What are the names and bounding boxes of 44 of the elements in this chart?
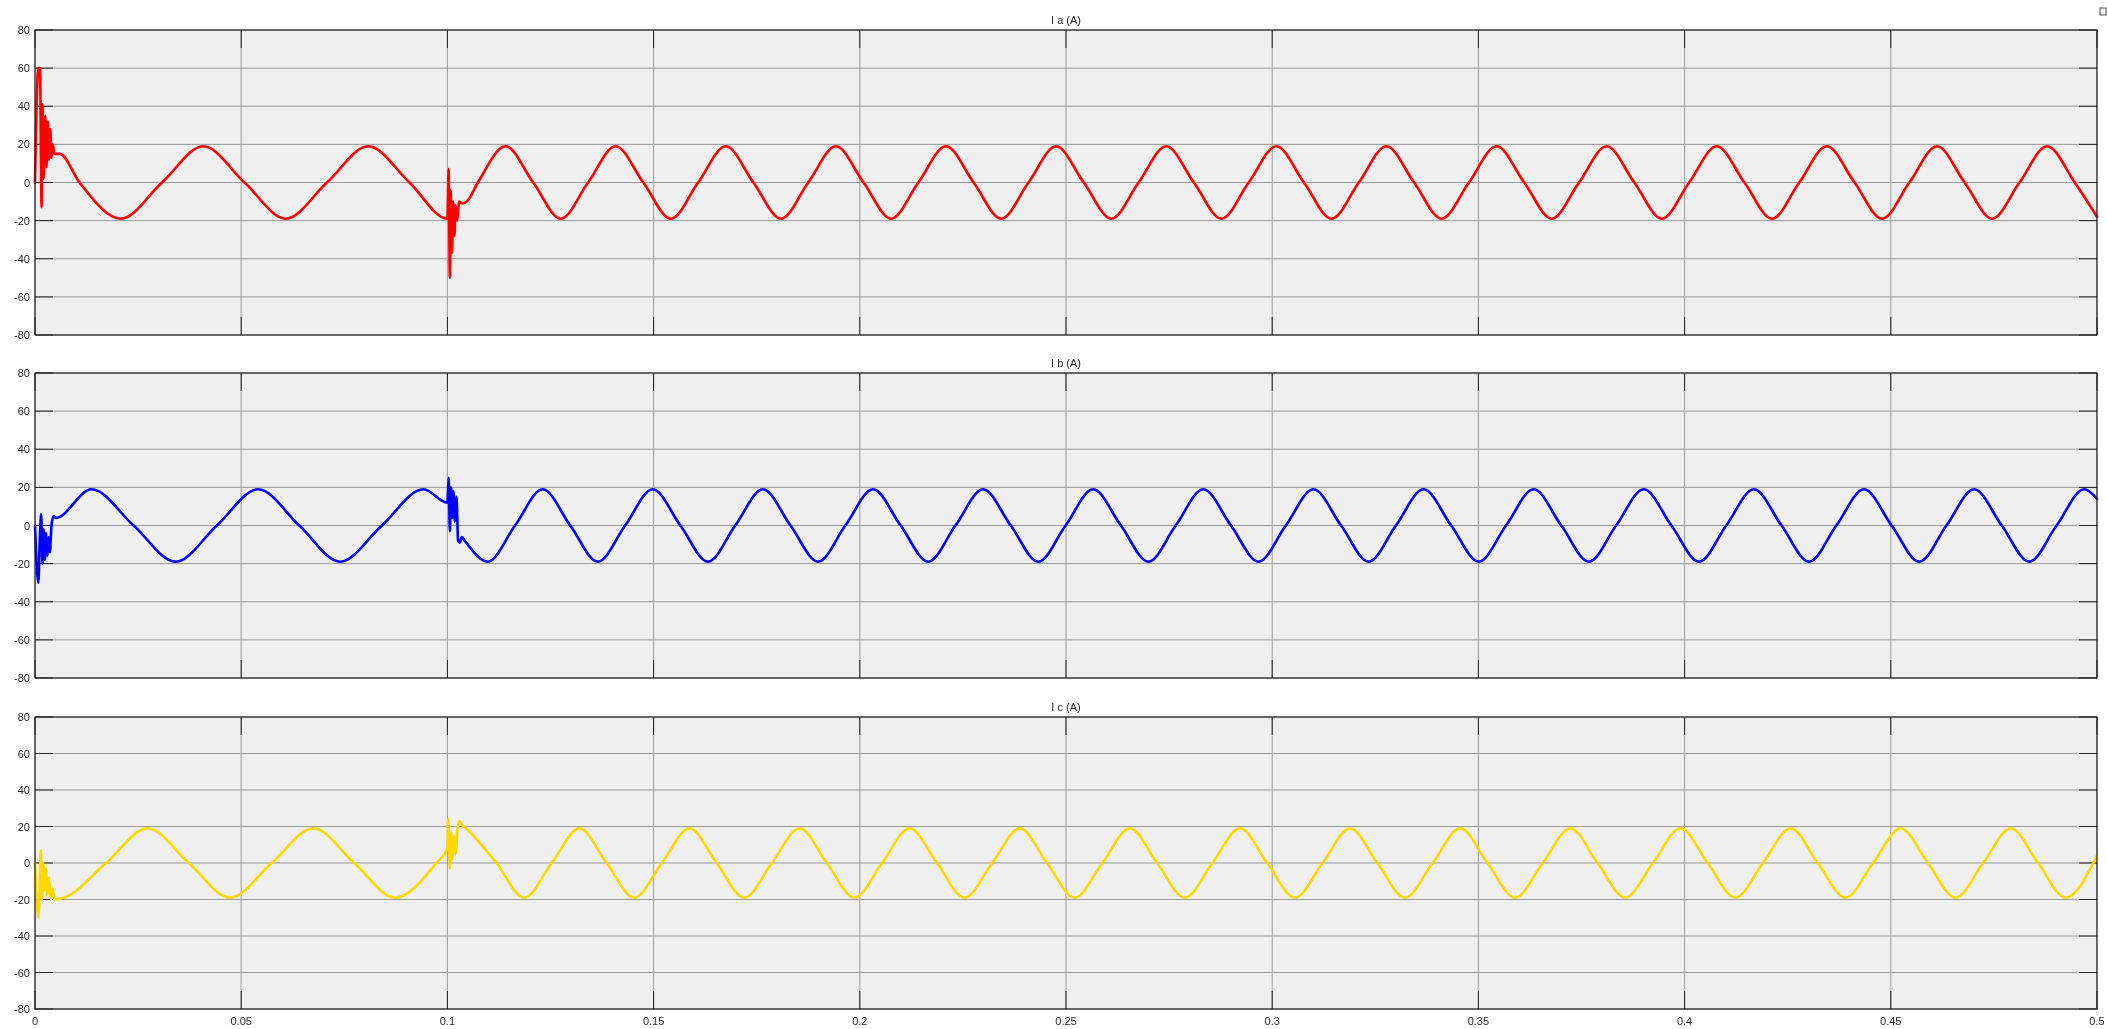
y-tick-label: 20 bbox=[17, 820, 30, 833]
x-tick-label: 0.3 bbox=[1264, 1015, 1280, 1027]
y-tick-label: -40 bbox=[14, 595, 30, 608]
y-tick-label: 0 bbox=[23, 176, 30, 189]
x-tick-label: 0.2 bbox=[852, 1015, 868, 1027]
x-tick-label: 0.05 bbox=[230, 1015, 252, 1027]
y-tick-label: -60 bbox=[14, 290, 30, 303]
y-tick-label: -60 bbox=[14, 966, 30, 979]
y-tick-label: 80 bbox=[17, 367, 30, 379]
y-tick-label: 80 bbox=[17, 24, 30, 36]
y-tick-label: -80 bbox=[14, 672, 30, 684]
line-series bbox=[33, 817, 2099, 920]
y-tick-label: 40 bbox=[17, 784, 30, 796]
x-tick-label: 0.15 bbox=[642, 1015, 665, 1027]
y-tick-label: 0 bbox=[23, 519, 30, 532]
y-tick-label: 60 bbox=[17, 747, 30, 760]
x-tick-label: 0.25 bbox=[1055, 1015, 1077, 1027]
y-tick-label: -20 bbox=[14, 557, 30, 570]
y-tick-label: -40 bbox=[14, 252, 30, 265]
chart-title: I b (A) bbox=[1051, 357, 1081, 369]
y-tick-label: 20 bbox=[17, 481, 30, 494]
y-tick-label: 20 bbox=[17, 138, 30, 151]
chart-title: I a (A) bbox=[1051, 14, 1081, 26]
x-tick-label: 0.4 bbox=[1676, 1015, 1693, 1027]
y-tick-label: 80 bbox=[17, 711, 30, 723]
x-tick-label: 0 bbox=[31, 1015, 39, 1027]
y-tick-label: 60 bbox=[17, 62, 30, 75]
y-tick-label: -40 bbox=[14, 930, 30, 942]
line-series bbox=[33, 66, 2099, 280]
line-series bbox=[33, 476, 2099, 584]
x-tick-label: 0.5 bbox=[2089, 1015, 2105, 1027]
y-tick-label: 40 bbox=[17, 100, 30, 113]
y-tick-label: 60 bbox=[17, 405, 30, 418]
y-tick-label: -80 bbox=[14, 1003, 30, 1015]
x-tick-label: 0.45 bbox=[1880, 1015, 1902, 1027]
y-tick-label: 40 bbox=[17, 443, 30, 456]
y-tick-label: -20 bbox=[14, 214, 30, 227]
x-tick-label: 0.1 bbox=[439, 1015, 456, 1027]
y-tick-label: -60 bbox=[14, 633, 30, 646]
y-tick-label: -20 bbox=[14, 893, 30, 906]
y-tick-label: 0 bbox=[23, 857, 30, 869]
y-tick-label: -80 bbox=[14, 329, 30, 341]
x-tick-label: 0.35 bbox=[1467, 1015, 1490, 1027]
chart-title: I c (A) bbox=[1051, 701, 1081, 713]
